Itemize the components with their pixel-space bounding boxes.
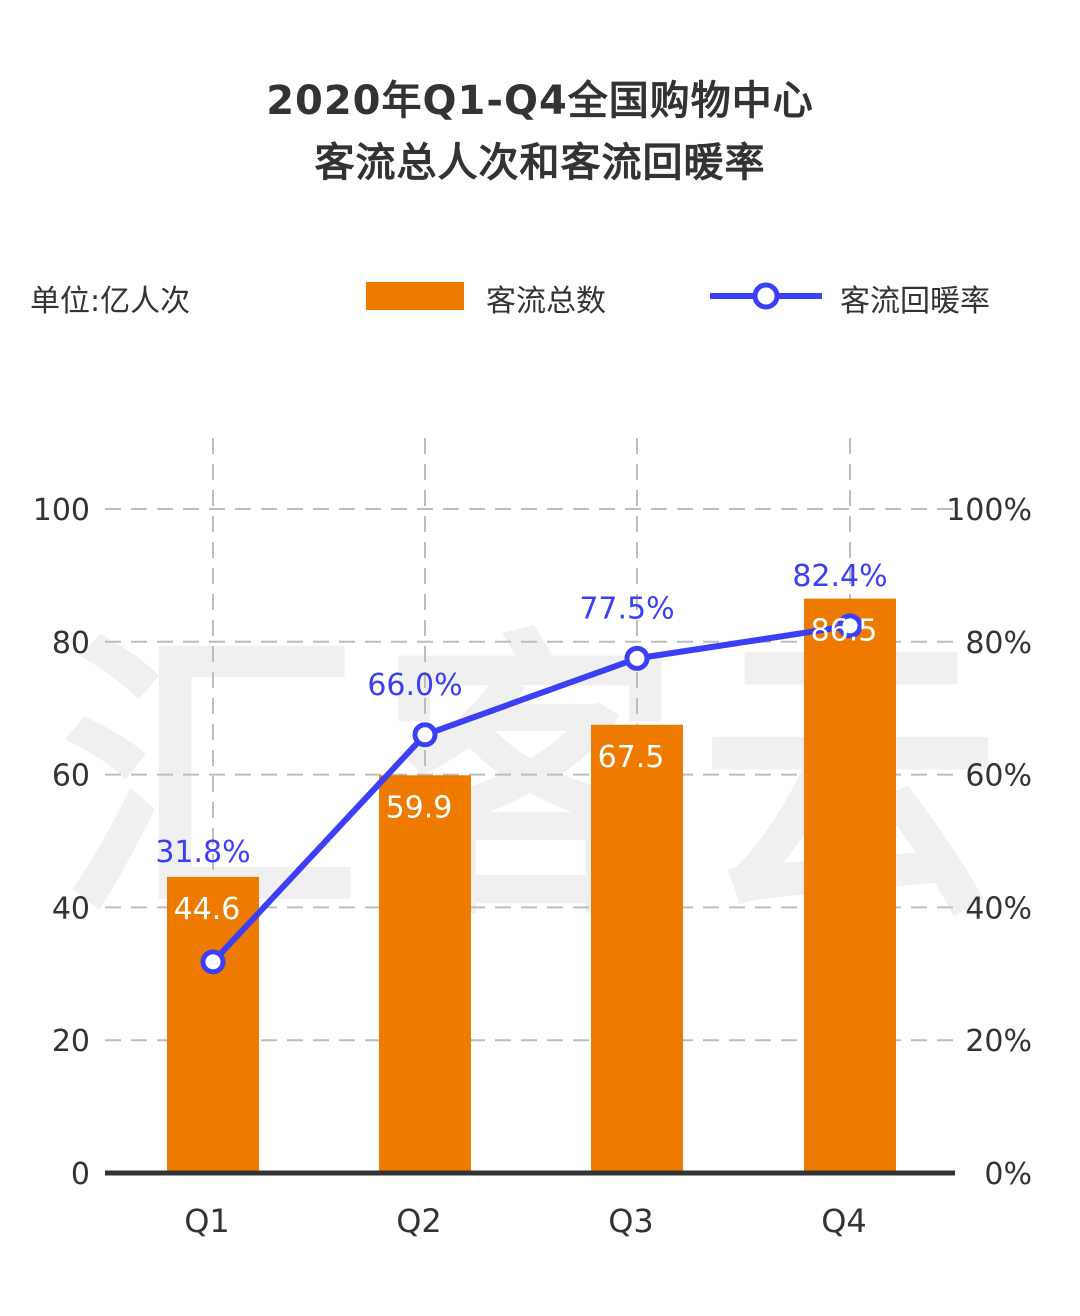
y-left-tick-label: 0 xyxy=(71,1157,90,1192)
rate-point xyxy=(412,722,438,748)
rate-value-label: 82.4% xyxy=(792,559,887,594)
rate-value-label: 66.0% xyxy=(367,668,462,703)
y-right-tick-label: 60% xyxy=(965,759,1032,794)
y-right-tick-label: 40% xyxy=(965,891,1032,926)
axis-layer: 0 0% 20 20% 40 40% 60 60% 80 80% 100 100% Q1 Q2 Q3 Q4 xyxy=(33,493,1032,1240)
rate-line xyxy=(210,622,851,964)
x-tick-label: Q2 xyxy=(396,1202,442,1240)
y-right-tick-label: 80% xyxy=(965,626,1032,661)
y-left-tick-label: 80 xyxy=(52,626,90,661)
line-layer xyxy=(200,613,863,975)
legend-bar-swatch xyxy=(366,282,464,310)
legend-bar-label: 客流总数 xyxy=(486,284,606,319)
bar-value-label: 59.9 xyxy=(386,790,453,825)
rate-point xyxy=(624,645,650,671)
y-right-tick-label: 0% xyxy=(984,1157,1032,1192)
x-tick-label: Q1 xyxy=(184,1202,230,1240)
y-right-tick-label: 100% xyxy=(946,493,1032,528)
y-left-tick-label: 20 xyxy=(52,1024,90,1059)
x-tick-label: Q4 xyxy=(821,1202,867,1240)
y-left-tick-label: 100 xyxy=(33,493,90,528)
bar xyxy=(379,775,471,1173)
bar-value-label: 44.6 xyxy=(174,892,241,927)
bar xyxy=(591,724,683,1173)
bar-value-label: 67.5 xyxy=(598,740,665,775)
y-left-tick-label: 40 xyxy=(52,891,90,926)
legend-line-label: 客流回暖率 xyxy=(840,284,990,319)
legend: 单位:亿人次 客流总数 客流回暖率 xyxy=(0,268,1080,328)
bars-layer xyxy=(167,598,896,1173)
y-right-tick-label: 20% xyxy=(965,1024,1032,1059)
chart-title: 2020年Q1-Q4全国购物中心 客流总人次和客流回暖率 xyxy=(0,70,1080,194)
x-tick-label: Q3 xyxy=(608,1202,654,1240)
unit-label: 单位:亿人次 xyxy=(30,284,191,319)
chart-title-line-1: 2020年Q1-Q4全国购物中心 xyxy=(266,78,814,124)
rate-point xyxy=(200,949,226,975)
labels-layer: 44.6 59.9 67.5 86.5 31.8% 66.0% 77.5% 82.4% xyxy=(155,559,887,927)
rate-value-label: 77.5% xyxy=(579,591,674,626)
y-left-tick-label: 60 xyxy=(52,759,90,794)
bar xyxy=(804,598,896,1173)
bar-value-label: 86.5 xyxy=(811,614,878,649)
rate-point xyxy=(837,613,863,639)
chart-title-line-2: 客流总人次和客流回暖率 xyxy=(314,140,766,186)
rate-value-label: 31.8% xyxy=(155,835,250,870)
legend-line-swatch xyxy=(710,282,822,310)
